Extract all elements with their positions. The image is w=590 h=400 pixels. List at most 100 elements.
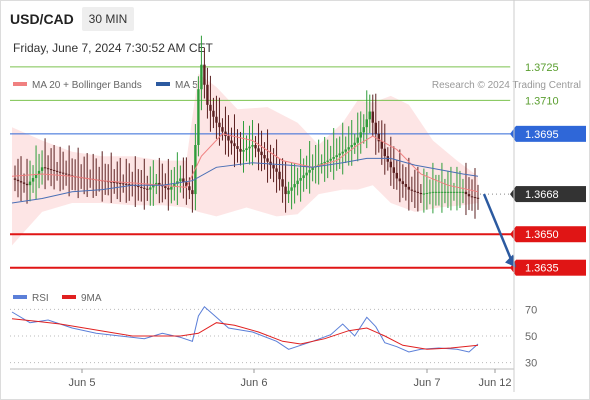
candle-body	[52, 169, 56, 171]
candle-body	[233, 143, 236, 147]
candle-body	[464, 191, 468, 195]
level-label-1.3725: 1.3725	[510, 58, 586, 75]
legend-swatch-rsi	[13, 295, 27, 300]
candle-body	[173, 184, 176, 187]
candle-body	[428, 192, 432, 194]
candlestick-series	[13, 35, 480, 219]
candle-body	[371, 111, 374, 123]
candle-body	[140, 186, 143, 188]
candle-body	[61, 172, 65, 174]
candle-body	[278, 171, 281, 180]
legend-label-bollinger: MA 20 + Bollinger Bands	[32, 80, 142, 91]
candle-body	[119, 182, 122, 184]
candle-body	[413, 190, 417, 192]
x-tick-label: Jun 5	[69, 377, 96, 389]
candle-body	[146, 188, 149, 190]
candle-body	[260, 151, 263, 156]
level-label-1.3668: 1.3668	[510, 186, 586, 203]
legend-label-ma50: MA 50	[175, 80, 204, 91]
candle-body	[67, 174, 71, 176]
level-label-1.3650: 1.3650	[510, 226, 586, 243]
candle-body	[182, 178, 185, 183]
level-tag-1.3650	[516, 226, 586, 243]
rsi-tick-30: 30	[525, 358, 537, 370]
candle-body	[149, 187, 152, 190]
candle-body	[167, 187, 170, 190]
ma20-line	[11, 133, 479, 193]
legend-swatch-bollinger	[13, 82, 27, 87]
legend-rsi-ma: 9MA	[62, 293, 102, 304]
level-tag-notch-1.3650	[510, 226, 516, 243]
candle-body	[215, 116, 218, 123]
candle-body	[22, 182, 26, 184]
candle-body	[434, 191, 438, 193]
candle-body	[203, 64, 206, 85]
candle-body	[143, 187, 146, 189]
level-value-1.3710: 1.3710	[525, 95, 559, 107]
candle-body	[440, 191, 444, 193]
candle-body	[422, 193, 426, 195]
candle-body	[128, 184, 131, 186]
level-value-1.3635: 1.3635	[525, 263, 559, 275]
candle-body	[347, 147, 350, 150]
candle-body	[248, 146, 251, 149]
timestamp: Friday, June 7, 2024 7:30:52 AM CET	[13, 41, 213, 55]
candle-body	[287, 190, 290, 195]
candle-body	[155, 182, 158, 186]
level-value-1.3725: 1.3725	[525, 62, 559, 74]
candle-body	[389, 161, 393, 168]
candle-body	[386, 156, 390, 162]
candle-body	[272, 165, 275, 169]
candle-body	[362, 127, 365, 133]
level-tag-notch-1.3695	[510, 125, 516, 142]
candle-body	[380, 141, 383, 149]
candle-body	[221, 127, 224, 132]
level-tag-1.3635	[516, 259, 586, 276]
candle-body	[170, 186, 173, 190]
candle-body	[461, 191, 465, 193]
candle-body	[290, 187, 293, 191]
candle-body	[64, 173, 68, 175]
level-tag-1.3725	[516, 58, 586, 75]
research-credit: Research © 2024 Trading Central	[431, 80, 581, 91]
legend-rsi: RSI	[13, 293, 49, 304]
candle-body	[452, 191, 456, 193]
candle-body	[311, 167, 314, 170]
candle-body	[323, 161, 326, 164]
rsi-line	[11, 305, 479, 353]
candle-body	[242, 150, 245, 152]
candle-body	[218, 122, 221, 128]
legend-label-rsi: RSI	[32, 293, 49, 304]
candle-body	[383, 148, 386, 157]
candle-body	[113, 182, 116, 184]
candle-body	[230, 140, 233, 144]
level-tag-notch-1.3710	[510, 92, 516, 109]
candle-body	[164, 186, 167, 188]
candle-body	[293, 184, 296, 188]
candle-body	[200, 64, 203, 90]
candle-body	[19, 181, 23, 183]
candle-body	[188, 186, 191, 191]
level-tag-1.3668	[516, 186, 586, 203]
rsi-tick-50: 50	[525, 331, 537, 343]
level-value-1.3650: 1.3650	[525, 229, 559, 241]
candle-body	[350, 145, 353, 148]
candle-body	[308, 169, 311, 173]
level-tag-1.3710	[516, 92, 586, 109]
forecast-arrow-head	[505, 254, 517, 268]
candle-body	[212, 110, 215, 117]
candle-body	[416, 191, 420, 193]
candle-body	[122, 183, 125, 185]
timeframe-badge[interactable]: 30 MIN	[82, 7, 134, 31]
candle-body	[326, 160, 329, 162]
candle-body	[431, 191, 435, 193]
legend-bollinger: MA 20 + Bollinger Bands	[13, 80, 142, 91]
candle-body	[419, 192, 423, 195]
candle-body	[125, 183, 128, 185]
candle-body	[368, 111, 371, 120]
candle-body	[296, 180, 299, 185]
candle-body	[359, 132, 362, 138]
candle-body	[443, 191, 447, 193]
candle-body	[31, 178, 35, 182]
candle-body	[137, 186, 140, 188]
